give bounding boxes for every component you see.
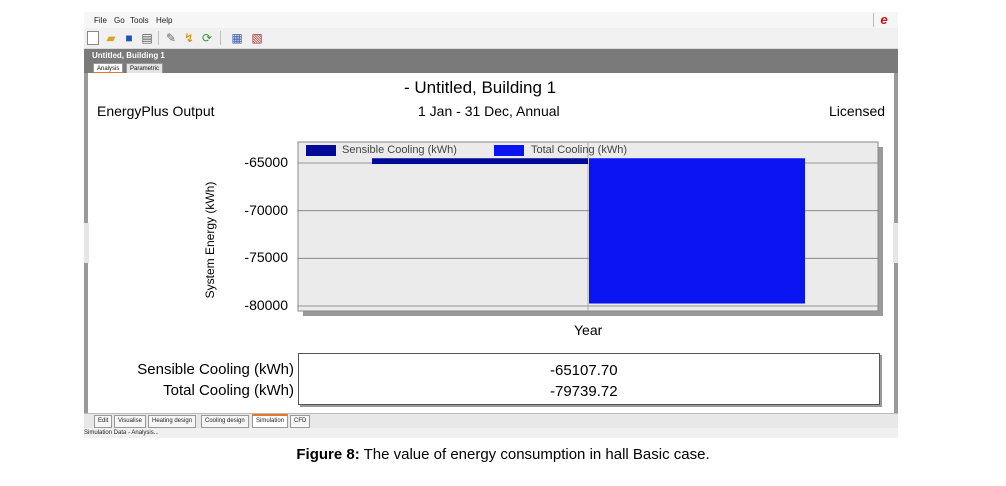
- menu-file[interactable]: File: [94, 16, 107, 25]
- report-source: EnergyPlus Output: [97, 103, 215, 119]
- chart-icon[interactable]: ↯: [183, 31, 195, 45]
- toolbar: ▰ ■ ▤ ✎ ↯ ⟳ ▦ ▧: [84, 28, 898, 49]
- figure-caption: Figure 8: The value of energy consumptio…: [0, 446, 1006, 463]
- tab-cfd[interactable]: CFD: [290, 415, 311, 428]
- summary-label-total: Total Cooling (kWh): [163, 382, 294, 399]
- export-icon[interactable]: ▦: [231, 31, 243, 45]
- y-axis-label-wrap: System Energy (kWh): [200, 165, 220, 315]
- menu-go[interactable]: Go: [114, 16, 125, 25]
- y-axis-label: System Energy (kWh): [203, 181, 217, 299]
- tab-parametric[interactable]: Parametric: [126, 63, 164, 74]
- right-splitter-handle[interactable]: [893, 223, 898, 263]
- x-axis-label: Year: [574, 322, 603, 338]
- summary-value-sensible: -65107.70: [550, 362, 618, 379]
- tab-visualise[interactable]: Visualise: [114, 415, 146, 428]
- tab-simulation[interactable]: Simulation: [252, 414, 289, 428]
- refresh-icon[interactable]: ⟳: [201, 31, 213, 45]
- toolbar-separator: [220, 31, 221, 45]
- summary-value-total: -79739.72: [550, 383, 618, 400]
- caption-label: Figure 8:: [296, 446, 360, 463]
- table-icon[interactable]: ▧: [251, 31, 263, 45]
- tab-heating-design[interactable]: Heating design: [148, 415, 197, 428]
- report-license: Licensed: [829, 103, 886, 119]
- new-file-icon[interactable]: [87, 31, 99, 45]
- print-icon[interactable]: ▤: [141, 31, 153, 45]
- bottom-tab-bar: Edit Visualise Heating design Cooling de…: [84, 413, 898, 428]
- app-logo-icon: e: [873, 13, 894, 27]
- legend-label: Total Cooling (kWh): [531, 144, 627, 156]
- menu-help[interactable]: Help: [156, 16, 173, 25]
- wrench-icon[interactable]: ✎: [165, 31, 177, 45]
- report-period: 1 Jan - 31 Dec, Annual: [418, 103, 560, 119]
- summary-table: -65107.70 -79739.72: [298, 353, 880, 405]
- y-tick-label: -70000: [244, 201, 288, 218]
- status-text: Simulation Data - Analysis...: [84, 430, 159, 436]
- open-folder-icon[interactable]: ▰: [106, 31, 116, 45]
- left-splitter-handle[interactable]: [84, 223, 89, 263]
- legend-label: Sensible Cooling (kWh): [342, 144, 457, 156]
- report-title: - Untitled, Building 1: [404, 78, 557, 97]
- y-tick-label: -65000: [244, 154, 288, 170]
- building-header: Untitled, Building 1 Analysis Parametric: [84, 49, 898, 74]
- building-title: Untitled, Building 1: [92, 51, 165, 60]
- menu-tools[interactable]: Tools: [130, 16, 149, 25]
- save-icon[interactable]: ■: [125, 31, 133, 45]
- y-tick-label: -75000: [244, 249, 288, 266]
- status-bar: Simulation Data - Analysis...: [84, 428, 898, 438]
- menu-bar: File Go Tools Help e: [84, 12, 898, 28]
- caption-text: The value of energy consumption in hall …: [359, 446, 710, 463]
- toolbar-separator: [158, 31, 159, 45]
- summary-label-sensible: Sensible Cooling (kWh): [137, 361, 294, 378]
- tab-cooling-design[interactable]: Cooling design: [201, 415, 249, 428]
- y-tick-label: -80000: [244, 297, 288, 313]
- tab-edit[interactable]: Edit: [94, 415, 113, 428]
